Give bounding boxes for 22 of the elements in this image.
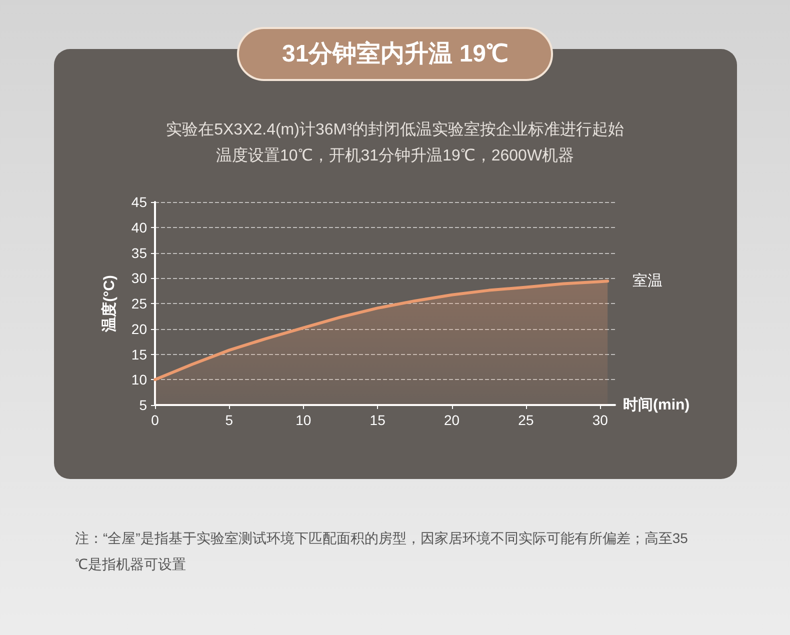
y-tick-label: 25 <box>131 296 148 312</box>
x-axis-title: 时间(min) <box>623 396 690 414</box>
x-tick-label: 10 <box>296 412 312 428</box>
y-tick-label: 45 <box>131 194 148 210</box>
y-axis-title: 温度(°C) <box>100 275 118 333</box>
x-tick-label: 0 <box>151 412 160 428</box>
x-tick-label: 5 <box>225 412 234 428</box>
series-label: 室温 <box>632 272 663 290</box>
text: 注：“全屋”是指基于实验室测试环境下匹配面积的房型，因家居环境不同实际可能有所偏差；高至35℃是指机器可设置 <box>75 530 688 572</box>
y-tick-label: 35 <box>131 244 148 261</box>
chart-title: 31分钟室内升温 19℃ <box>282 40 508 68</box>
y-tick-label: 30 <box>131 270 148 286</box>
x-tick-label: 30 <box>592 412 608 428</box>
y-tick-label: 40 <box>131 219 148 236</box>
y-tick-label: 15 <box>131 346 148 362</box>
x-tick-label: 15 <box>370 412 386 428</box>
y-tick-label: 20 <box>131 320 148 337</box>
x-tick-label: 25 <box>518 412 534 428</box>
chart-subtitle: 实验在5X3X2.4(m)计36M³的封闭低温实验室按企业标准进行起始温度设置10℃，开机31分钟升温19℃，2600W机器 <box>166 120 624 164</box>
y-tick-label: 10 <box>131 372 148 388</box>
x-tick-label: 20 <box>444 412 460 428</box>
y-tick-label: 5 <box>139 397 148 413</box>
